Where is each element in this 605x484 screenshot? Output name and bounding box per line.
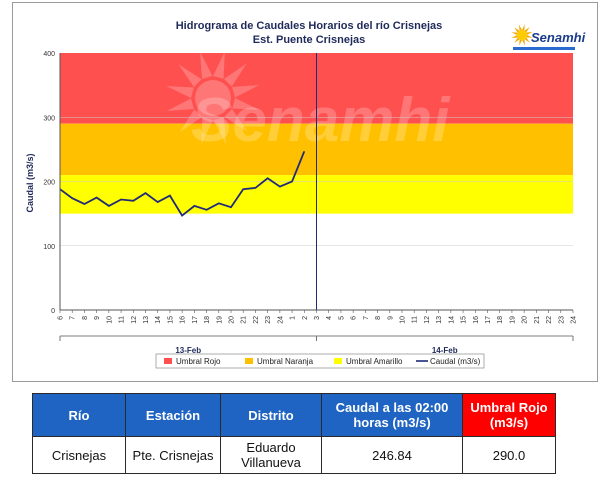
x-tick-label: 6: [351, 316, 358, 320]
legend-box: [155, 353, 485, 369]
senamhi-watermark: Senamhi: [191, 86, 451, 155]
x-tick-label: 16: [180, 316, 187, 324]
cell-estacion: Pte. Crisnejas: [125, 436, 221, 474]
x-tick-label: 9: [387, 316, 394, 320]
chart-title: Hidrograma de Caudales Horarios del río …: [176, 20, 443, 32]
header-estacion: Estación: [125, 393, 221, 437]
cell-distrito: Eduardo Villanueva: [220, 436, 322, 474]
legend-label: Umbral Naranja: [257, 357, 314, 366]
x-tick-label: 19: [216, 316, 223, 324]
x-tick-label: 19: [509, 316, 516, 324]
x-tick-label: 2: [302, 316, 309, 320]
x-tick-label: 15: [461, 316, 468, 324]
legend-swatch: [245, 358, 253, 364]
y-tick-label: 300: [43, 115, 55, 122]
x-tick-label: 4: [326, 316, 333, 320]
x-tick-label: 22: [546, 316, 553, 324]
legend-label: Caudal (m3/s): [430, 357, 481, 366]
x-tick-label: 18: [497, 316, 504, 324]
x-tick-label: 24: [571, 316, 578, 324]
x-tick-label: 15: [167, 316, 174, 324]
x-tick-label: 3: [314, 316, 321, 320]
cell-umbral-rojo: 290.0: [462, 436, 556, 474]
y-tick-label: 400: [43, 51, 55, 58]
watermark-sun-icon: [166, 51, 260, 145]
x-tick-label: 12: [131, 316, 138, 324]
y-tick-label: 200: [43, 180, 55, 187]
caudal-series-line: [59, 150, 306, 217]
legend-swatch: [164, 358, 172, 364]
sun-logo-icon: [511, 24, 533, 46]
cell-caudal: 246.84: [321, 436, 463, 474]
x-tick-label: 17: [192, 316, 199, 324]
legend-label: Umbral Amarillo: [346, 357, 403, 366]
x-tick-label: 13: [143, 316, 150, 324]
hydrograph-chart: Senamhi 6 7 8 9 10 11 12 13 14 15 16 17 18 19 20 21 22 23…: [12, 2, 598, 382]
x-tick-label: 20: [229, 316, 236, 324]
x-tick-label: 8: [375, 316, 382, 320]
x-tick-label: 9: [94, 316, 101, 320]
y-tick-label: 0: [51, 308, 55, 315]
x-tick-label: 1: [290, 316, 297, 320]
station-info-table: Río Estación Distrito Caudal a las 02:00…: [32, 393, 556, 474]
x-tick-label: 10: [400, 316, 407, 324]
x-tick-label: 24: [277, 316, 284, 324]
legend-swatch: [334, 358, 342, 364]
x-tick-label: 14: [155, 316, 162, 324]
legend-label: Umbral Rojo: [176, 357, 221, 366]
cell-rio: Crisnejas: [32, 436, 126, 474]
table-row: Crisnejas Pte. Crisnejas Eduardo Villanu…: [32, 436, 556, 474]
logo-text: Senamhi: [531, 30, 586, 45]
y-tick-label: 100: [43, 244, 55, 251]
header-umbral-rojo: Umbral Rojo (m3/s): [462, 393, 556, 437]
x-tick-label: 23: [265, 316, 272, 324]
x-tick-label: 12: [424, 316, 431, 324]
x-tick-label: 23: [558, 316, 565, 324]
x-tick-label: 7: [70, 316, 77, 320]
y-axis-label: Caudal (m3/s): [25, 153, 35, 212]
table-header-row: Río Estación Distrito Caudal a las 02:00…: [32, 393, 556, 437]
header-caudal: Caudal a las 02:00 horas (m3/s): [321, 393, 463, 437]
x-tick-label: 10: [106, 316, 113, 324]
logo-underline: [513, 47, 575, 50]
x-tick-label: 11: [412, 316, 419, 323]
x-tick-label: 8: [82, 316, 89, 320]
x-tick-label: 13: [436, 316, 443, 324]
x-tick-label: 7: [363, 316, 370, 320]
chart-canvas: Senamhi 6 7 8 9 10 11 12 13 14 15 16 17 18 19 20 21 22 23…: [25, 20, 586, 369]
x-tick-label: 17: [485, 316, 492, 324]
x-tick-label: 18: [204, 316, 211, 324]
header-rio: Río: [32, 393, 126, 437]
x-tick-label: 5: [338, 316, 345, 320]
x-tick-label: 21: [241, 316, 248, 324]
x-tick-label: 22: [253, 316, 260, 324]
x-tick-label: 16: [473, 316, 480, 324]
x-tick-label: 6: [58, 316, 65, 320]
day-label: 13-Feb: [175, 346, 201, 355]
x-tick-label: 20: [522, 316, 529, 324]
x-tick-label: 11: [119, 316, 126, 323]
senamhi-logo: Senamhi: [511, 24, 586, 50]
chart-subtitle: Est. Puente Crisnejas: [253, 34, 366, 46]
x-tick-label: 21: [534, 316, 541, 324]
x-tick-label: 14: [448, 316, 455, 324]
header-distrito: Distrito: [220, 393, 322, 437]
day-label: 14-Feb: [432, 346, 458, 355]
